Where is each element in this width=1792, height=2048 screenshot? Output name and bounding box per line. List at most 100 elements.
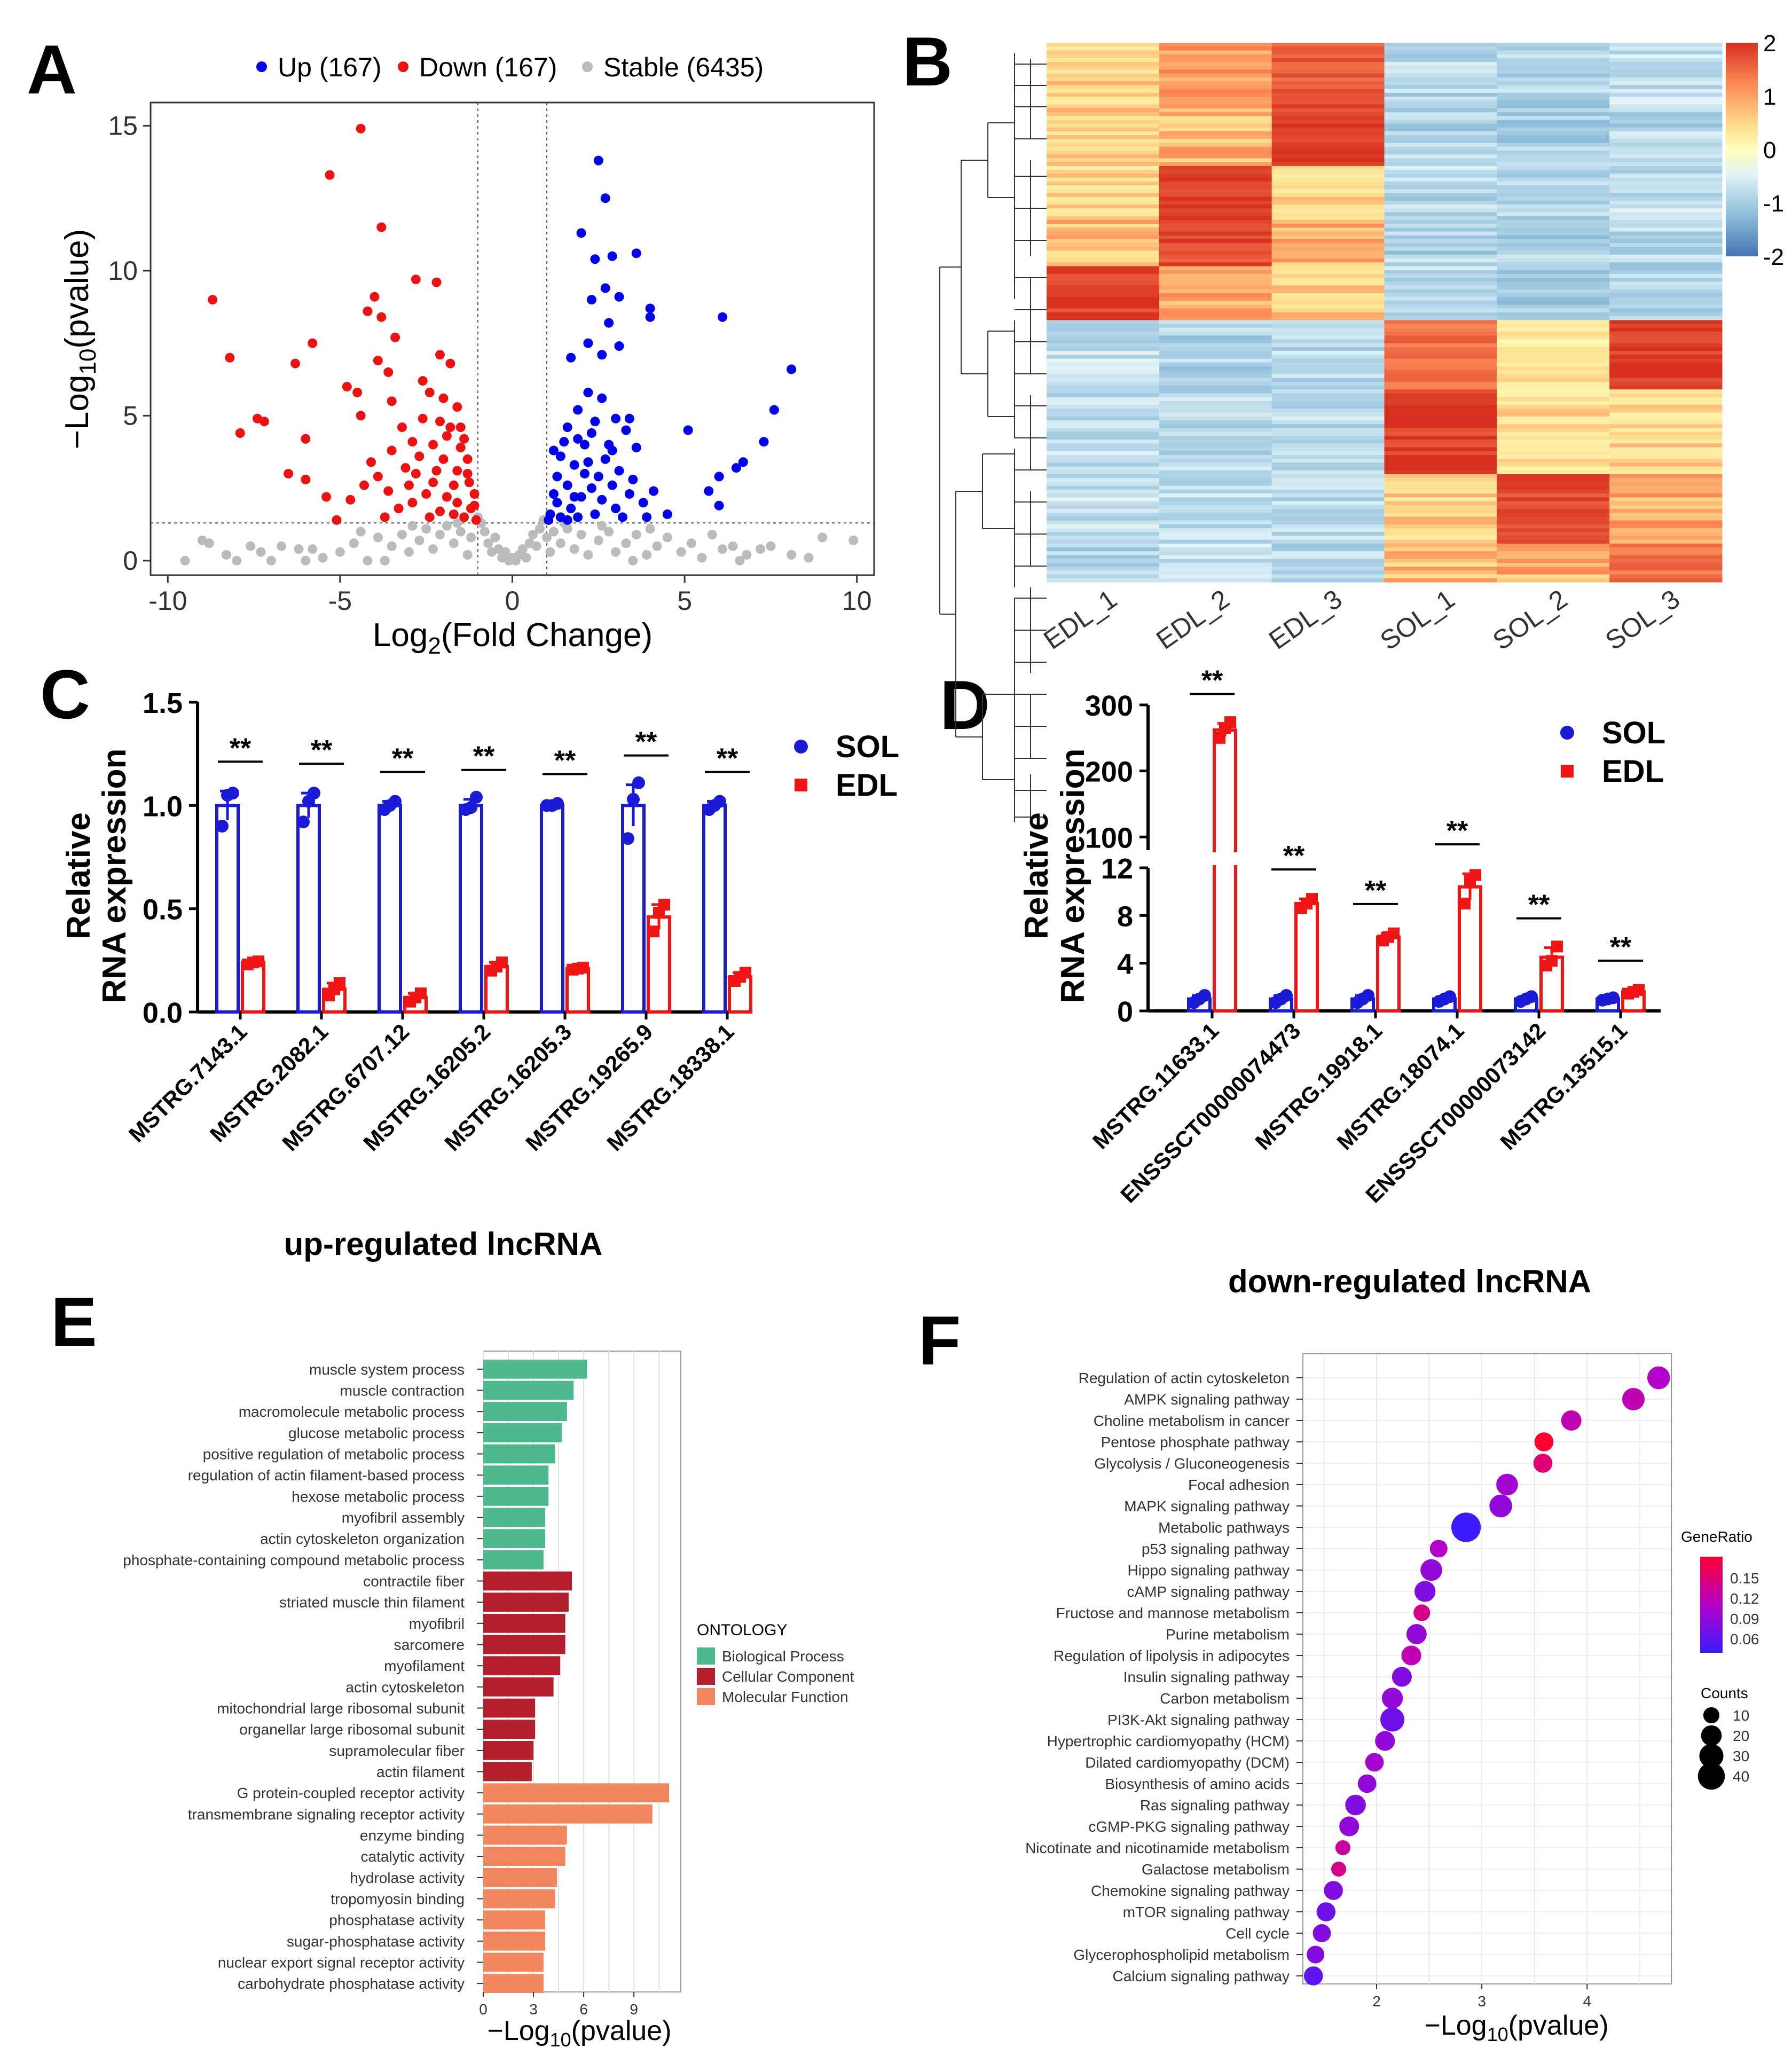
heatmap-cell (1609, 297, 1723, 301)
heatmap-cell (1047, 289, 1160, 294)
heatmap-cell (1384, 123, 1497, 128)
heatmap-cell (1497, 555, 1610, 560)
e-category-label: carbohydrate phosphatase activity (238, 1975, 465, 1992)
e-legend-swatch (697, 1647, 715, 1665)
heatmap-cell (1159, 501, 1272, 506)
heatmap-cell (1497, 62, 1610, 66)
heatmap-cell (1047, 143, 1160, 147)
volcano-point-down (442, 431, 452, 441)
heatmap-cell (1047, 219, 1160, 224)
heatmap-cell (1384, 543, 1497, 548)
heatmap-cell (1159, 85, 1272, 90)
heatmap-cell (1047, 301, 1160, 305)
panel-label-b: B (902, 22, 953, 100)
heatmap-cell (1384, 532, 1497, 536)
heatmap-cell (1271, 366, 1385, 371)
e-category-label: myofilament (384, 1658, 465, 1674)
heatmap-cell (1047, 362, 1160, 367)
heatmap-cell (1609, 289, 1723, 294)
heatmap-cell (1384, 266, 1497, 271)
heatmap-cell (1159, 108, 1272, 113)
f-dot (1339, 1816, 1359, 1837)
heatmap-cell (1497, 570, 1610, 575)
heatmap-cell (1609, 539, 1723, 544)
heatmap-cell (1609, 43, 1723, 47)
heatmap-cell (1271, 297, 1385, 301)
heatmap-cell (1497, 158, 1610, 163)
volcano-points (180, 123, 859, 566)
heatmap-cell (1384, 378, 1497, 382)
heatmap-cell (1384, 181, 1497, 186)
e-category-label: striated muscle thin filament (279, 1594, 465, 1611)
heatmap-cell (1497, 104, 1610, 109)
heatmap-cell (1497, 46, 1610, 51)
heatmap-cell (1159, 466, 1272, 471)
heatmap-cell (1384, 151, 1497, 155)
f-category-label: Glycerophospholipid metabolism (1073, 1947, 1290, 1963)
volcano-point-down (359, 480, 370, 490)
heatmap-cell (1497, 370, 1610, 374)
heatmap-cell (1047, 46, 1160, 51)
heatmap-cell (1497, 308, 1610, 313)
heatmap-cell (1047, 162, 1160, 167)
heatmap-cell (1609, 339, 1723, 344)
heatmap-column-label: SOL_1 (1375, 584, 1460, 656)
heatmap-cell (1384, 431, 1497, 436)
volcano-point-stable (349, 538, 359, 548)
heatmap-cell (1047, 547, 1160, 552)
heatmap-cell (1271, 116, 1385, 120)
heatmap-cell (1159, 100, 1272, 105)
heatmap-cell (1497, 285, 1610, 290)
volcano-point-down (455, 422, 466, 433)
heatmap-cell (1271, 123, 1385, 128)
f-dot (1316, 1902, 1336, 1921)
volcano-point-up (548, 445, 559, 456)
d-significance-label: ** (1201, 665, 1223, 696)
heatmap-cell (1609, 66, 1723, 70)
heatmap-cell (1609, 520, 1723, 525)
heatmap-cell (1159, 262, 1272, 266)
volcano-point-up (607, 445, 617, 456)
heatmap-cell (1159, 289, 1272, 294)
heatmap-cell (1047, 462, 1160, 467)
heatmap-cell (1497, 389, 1610, 394)
volcano-point-up (600, 454, 610, 464)
volcano-point-stable (204, 538, 214, 548)
volcano-point-up (562, 515, 572, 525)
heatmap-cell (1047, 409, 1160, 413)
heatmap-cell (1159, 339, 1272, 344)
volcano-point-up (607, 251, 617, 261)
d-significance-label: ** (1447, 815, 1468, 846)
heatmap-cell (1609, 355, 1723, 359)
heatmap-cell (1159, 370, 1272, 374)
heatmap-cell (1159, 97, 1272, 101)
heatmap-cell (1384, 85, 1497, 90)
heatmap-cell (1159, 474, 1272, 478)
heatmap-cell (1609, 108, 1723, 113)
heatmap-cell (1159, 578, 1272, 583)
volcano-point-up (576, 492, 586, 502)
heatmap-cell (1609, 501, 1723, 506)
heatmap-cell (1047, 212, 1160, 217)
panel-label-e: E (51, 1283, 97, 1361)
f-category-label: Focal adhesion (1188, 1477, 1290, 1493)
heatmap-cell (1384, 243, 1497, 247)
volcano-point-up (597, 393, 607, 403)
heatmap-cell (1497, 528, 1610, 532)
volcano-point-down (325, 170, 335, 180)
heatmap-cell (1271, 193, 1385, 198)
heatmap-cell (1497, 378, 1610, 382)
heatmap-cell (1159, 393, 1272, 398)
f-dot (1312, 1924, 1331, 1942)
heatmap-cell (1497, 401, 1610, 405)
heatmap-cell (1047, 112, 1160, 116)
heatmap-cell (1271, 435, 1385, 440)
panel-f-kegg-dotplot: Regulation of actin cytoskeleton AMPK sig… (1025, 1353, 1759, 2045)
volcano-point-stable (597, 521, 607, 531)
heatmap-cell (1497, 478, 1610, 482)
heatmap-cell (1497, 85, 1610, 90)
c-bar-sol (702, 804, 727, 1014)
heatmap-cell (1497, 254, 1610, 259)
volcano-point-stable (728, 541, 738, 551)
heatmap-cell (1159, 166, 1272, 170)
